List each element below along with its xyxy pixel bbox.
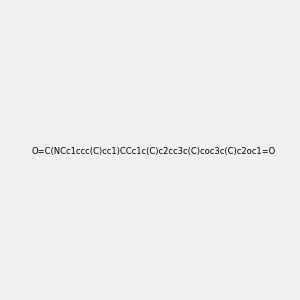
Text: O=C(NCc1ccc(C)cc1)CCc1c(C)c2cc3c(C)coc3c(C)c2oc1=O: O=C(NCc1ccc(C)cc1)CCc1c(C)c2cc3c(C)coc3c… (32, 147, 276, 156)
